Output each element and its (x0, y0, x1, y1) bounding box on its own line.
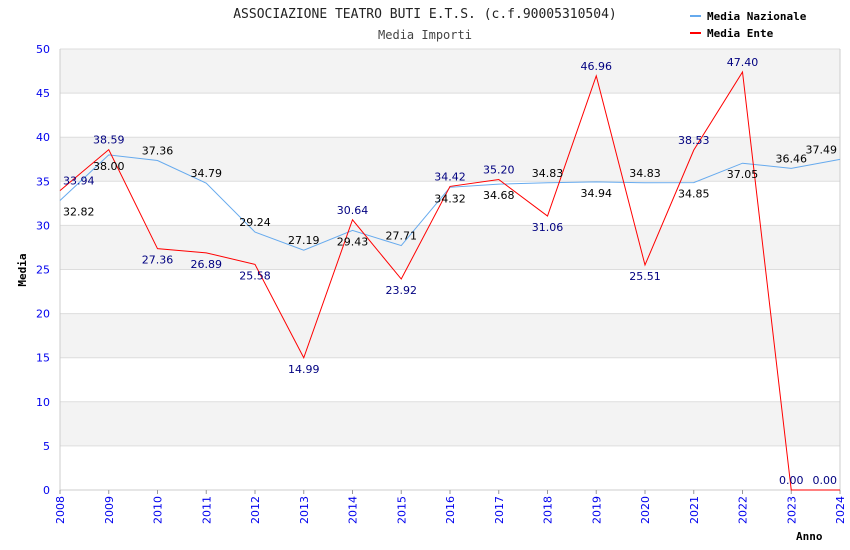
y-tick-label: 30 (36, 219, 50, 232)
x-tick-label: 2017 (493, 496, 506, 524)
data-label: 34.83 (629, 167, 661, 180)
data-label: 36.46 (776, 152, 808, 165)
legend-label-nazionale: Media Nazionale (707, 10, 807, 23)
data-label: 38.59 (93, 134, 125, 147)
data-label: 23.92 (386, 284, 418, 297)
legend-label-ente: Media Ente (707, 27, 774, 40)
data-label: 0.00 (779, 474, 804, 487)
y-tick-label: 45 (36, 87, 50, 100)
data-label: 46.96 (581, 60, 613, 73)
data-label: 26.89 (191, 258, 223, 271)
data-label: 34.94 (581, 187, 613, 200)
data-label: 32.82 (63, 206, 95, 219)
data-label: 35.20 (483, 164, 515, 177)
chart-subtitle: Media Importi (378, 28, 472, 42)
data-label: 34.32 (434, 192, 466, 205)
grid-band (60, 401, 840, 446)
data-label: 30.64 (337, 204, 369, 217)
x-tick-label: 2010 (152, 496, 165, 524)
y-tick-label: 40 (36, 131, 50, 144)
data-label: 31.06 (532, 221, 564, 234)
grid-band (60, 313, 840, 358)
data-label: 27.19 (288, 234, 320, 247)
data-label: 38.53 (678, 134, 710, 147)
x-tick-label: 2024 (834, 496, 847, 524)
x-tick-label: 2011 (200, 496, 213, 524)
data-label: 37.49 (806, 143, 838, 156)
x-tick-label: 2009 (103, 496, 116, 524)
y-tick-label: 15 (36, 352, 50, 365)
y-tick-label: 0 (43, 484, 50, 497)
data-label: 38.00 (93, 160, 125, 173)
x-tick-label: 2015 (395, 496, 408, 524)
legend: Media Nazionale Media Ente (686, 4, 846, 42)
series-line-ente (59, 70, 840, 491)
x-tick-label: 2018 (542, 496, 555, 524)
x-tick-label: 2014 (347, 496, 360, 524)
x-tick-label: 2023 (785, 496, 798, 524)
data-label: 34.68 (483, 189, 515, 202)
y-tick-label: 35 (36, 175, 50, 188)
x-tick-label: 2008 (54, 496, 67, 524)
data-label: 34.85 (678, 188, 710, 201)
data-label: 25.51 (629, 270, 661, 283)
grid-band (60, 225, 840, 270)
data-label: 29.24 (239, 216, 271, 229)
data-label: 27.36 (142, 254, 174, 267)
data-label: 14.99 (288, 363, 320, 376)
x-tick-label: 2022 (737, 496, 750, 524)
y-axis-label: Media (16, 253, 29, 286)
data-label: 0.00 (813, 474, 838, 487)
data-label: 34.83 (532, 167, 564, 180)
chart-title: ASSOCIAZIONE TEATRO BUTI E.T.S. (c.f.900… (233, 7, 617, 22)
data-label: 33.94 (63, 175, 95, 188)
y-tick-label: 50 (36, 43, 50, 56)
y-tick-label: 5 (43, 440, 50, 453)
data-label: 27.71 (386, 230, 418, 243)
y-tick-label: 10 (36, 396, 50, 409)
x-tick-label: 2016 (444, 496, 457, 524)
x-tick-label: 2012 (249, 496, 262, 524)
data-label: 34.79 (191, 167, 223, 180)
y-tick-label: 25 (36, 264, 50, 277)
data-label: 37.36 (142, 144, 174, 157)
x-tick-label: 2021 (688, 496, 701, 524)
x-tick-label: 2013 (298, 496, 311, 524)
data-label: 34.42 (434, 170, 466, 183)
grid-band (60, 137, 840, 182)
y-tick-label: 20 (36, 308, 50, 321)
x-tick-label: 2020 (639, 496, 652, 524)
data-label: 37.05 (727, 168, 759, 181)
data-label: 29.43 (337, 235, 369, 248)
data-label: 25.58 (239, 269, 271, 282)
x-tick-label: 2019 (590, 496, 603, 524)
data-label: 47.40 (727, 56, 759, 69)
grid-band (60, 49, 840, 94)
x-axis-label: Anno (796, 530, 823, 543)
